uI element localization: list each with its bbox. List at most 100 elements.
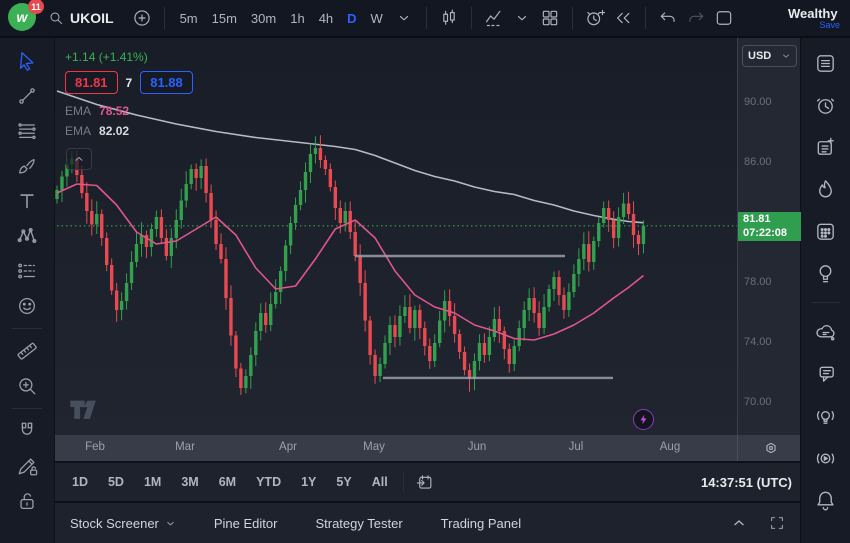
range-button-All[interactable]: All [371,475,388,489]
timeframe-button-15m[interactable]: 15m [211,10,237,26]
notifications-icon[interactable] [813,487,839,513]
bottom-tab-stock-screener[interactable]: Stock Screener [70,516,176,531]
cursor-tool-icon[interactable] [14,48,40,74]
toolbar-separator [163,7,165,29]
timeframe-dropdown-chevron-icon[interactable] [390,4,418,32]
stay-in-drawing-mode-tool-icon[interactable] [14,453,40,479]
text-tool-icon[interactable] [14,188,40,214]
undo-button[interactable] [654,4,682,32]
sell-button[interactable]: 81.81 [65,71,118,94]
price-scale[interactable]: USD 90.00 86.00 78.00 74.00 70.00 81.81 07:2… [737,38,801,435]
layout-grid-button[interactable] [536,4,564,32]
ema-fast-legend[interactable]: EMA 78.52 [65,104,130,118]
bottom-tab-label: Trading Panel [440,515,522,531]
range-button-YTD[interactable]: YTD [256,475,282,489]
prediction-tool-icon[interactable] [14,258,40,284]
create-alert-button[interactable] [581,4,609,32]
compare-add-symbol-button[interactable] [128,4,156,32]
measure-tool-icon[interactable] [14,338,40,364]
lock-all-drawings-tool-icon[interactable] [14,488,40,514]
range-button-1M[interactable]: 1M [143,475,162,489]
save-layout-button[interactable] [710,4,738,32]
chat-icon[interactable] [813,361,839,387]
ideas-icon[interactable] [813,260,839,286]
timeframe-button-W[interactable]: W [370,10,383,26]
trend-line-tool-icon[interactable] [14,83,40,109]
calendar-icon[interactable] [813,218,839,244]
timeframe-button-30m[interactable]: 30m [250,10,277,26]
maximize-panel-button[interactable] [766,512,788,534]
brush-tool-icon[interactable] [14,153,40,179]
bottom-tab-trading-panel[interactable]: Trading Panel [441,516,521,531]
chart-legend: +1.14 (+1.41%) 81.81 7 81.88 EMA 78.52 E… [65,50,193,144]
timeframe-button-4h[interactable]: 4h [318,10,334,26]
range-button-1Y[interactable]: 1Y [301,475,317,489]
bottom-tab-pine-editor[interactable]: Pine Editor [214,516,278,531]
account-name: Wealthy [788,5,838,21]
timeframe-button-5m[interactable]: 5m [179,10,198,26]
time-axis[interactable]: Feb Mar Apr May Jun Jul Aug [55,435,800,461]
indicators-dropdown-chevron-icon[interactable] [508,4,536,32]
toolbar-separator [470,7,472,29]
go-to-date-button[interactable] [412,469,438,495]
range-button-3M[interactable]: 3M [181,475,199,489]
save-status-link[interactable]: Save [819,20,840,31]
bar-replay-button[interactable] [609,4,637,32]
zoom-in-tool-icon[interactable] [14,373,40,399]
right-sidebar [800,38,850,543]
range-button-6M[interactable]: 6M [218,475,237,489]
chart-pane: +1.14 (+1.41%) 81.81 7 81.88 EMA 78.52 E… [55,38,801,435]
account-block[interactable]: Wealthy Save [788,5,850,31]
ema-slow-legend[interactable]: EMA 82.02 [65,124,130,138]
month-label-Jul: Jul [568,441,584,453]
collapse-legend-button[interactable] [66,148,92,170]
symbol-name: UKOIL [70,10,114,26]
minds-icon[interactable] [813,319,839,345]
axis-corner-divider [737,435,738,461]
toolbar-separator [571,7,573,29]
currency-selector-button[interactable]: USD [742,45,797,67]
buy-button[interactable]: 81.88 [140,71,193,94]
chart-style-button[interactable] [435,4,463,32]
watchlist-icon[interactable] [813,50,839,76]
timeframe-button-1h[interactable]: 1h [290,10,305,26]
month-label-Aug: Aug [659,441,681,453]
redo-button[interactable] [682,4,710,32]
indicators-button[interactable] [480,4,508,32]
bottom-panel: Stock Screener Pine Editor Strategy Tester… [55,501,800,543]
range-button-1D[interactable]: 1D [72,475,88,489]
symbol-search-button[interactable]: UKOIL [48,10,114,26]
emoji-tool-icon[interactable] [14,293,40,319]
timeframe-button-D[interactable]: D [347,10,357,26]
hotlists-icon[interactable] [813,176,839,202]
bottom-tab-label: Stock Screener [70,515,159,531]
price-tick: 78.00 [744,276,772,288]
range-button-5Y[interactable]: 5Y [336,475,352,489]
user-menu-button[interactable]: w 11 [8,0,44,33]
ideas-stream-icon[interactable] [813,403,839,429]
toolbar-divider [12,328,42,329]
ema-fast-value: 78.52 [99,104,130,118]
toolbar-separator [425,7,427,29]
candlestick-chart[interactable] [55,38,737,435]
last-price-value: 81.81 [743,212,771,225]
magnet-tool-icon[interactable] [14,418,40,444]
ema-slow-value: 82.02 [99,124,130,138]
live-streams-icon[interactable] [813,445,839,471]
boost-lightning-button[interactable] [633,409,654,430]
last-price-badge: 81.81 07:22:08 [738,211,801,241]
fib-retracement-tool-icon[interactable] [14,118,40,144]
xabcd-pattern-tool-icon[interactable] [14,223,40,249]
expand-panel-button[interactable] [728,512,750,534]
range-button-5D[interactable]: 5D [107,475,124,489]
price-tick: 90.00 [744,96,772,108]
range-toolbar: 1D 5D 1M 3M 6M YTD 1Y 5Y All 14:37:51 (UTC) [55,461,800,501]
chart-settings-gear-icon[interactable] [762,439,780,457]
month-label-May: May [363,441,385,453]
price-tick: 70.00 [744,396,772,408]
bottom-tab-strategy-tester[interactable]: Strategy Tester [315,516,402,531]
alerts-icon[interactable] [813,92,839,118]
clock-utc[interactable]: 14:37:51 (UTC) [700,474,792,490]
notes-icon[interactable] [813,134,839,160]
